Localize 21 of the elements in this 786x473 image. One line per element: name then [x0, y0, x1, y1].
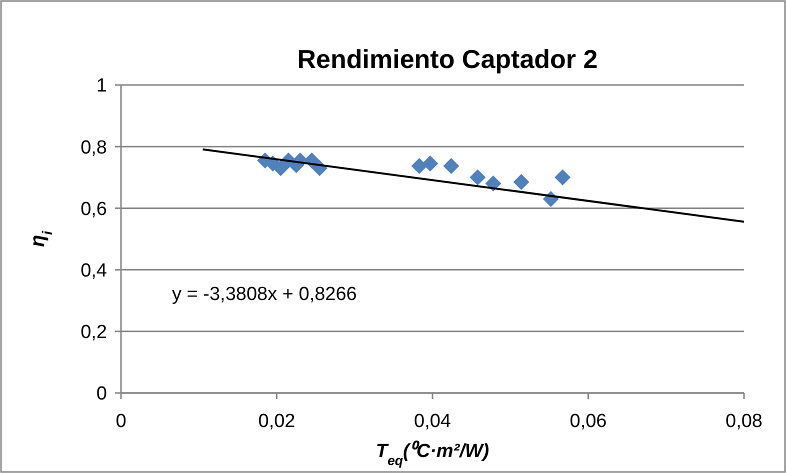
x-tick-label: 0,06 [570, 411, 607, 432]
point [554, 169, 571, 186]
y-tick-label: 1 [96, 76, 107, 97]
point [411, 158, 428, 174]
point [470, 169, 486, 186]
y-tick-label: 0,2 [80, 322, 107, 344]
point [272, 160, 289, 176]
point [443, 158, 460, 174]
y-tick-label: 0 [96, 384, 107, 405]
annotation: y = -3,3808x + 0,8266 [172, 284, 357, 305]
y-tick-label: 0,4 [80, 260, 108, 282]
y-tick-label: 0,8 [80, 137, 107, 158]
point [513, 174, 530, 190]
x-tick-label: 0,08 [726, 411, 762, 432]
chart-title: Rendimiento Captador 2 [297, 44, 598, 74]
point [422, 156, 438, 172]
x-axis-title: T$_{eq}$(⁰C·m²/W) [376, 440, 490, 468]
x-tick-label: 0 [116, 411, 126, 432]
x-tick-label: 0,02 [258, 411, 296, 432]
y-tick-label: 0,6 [80, 198, 107, 220]
x-tick-label: 0,04 [414, 411, 452, 432]
